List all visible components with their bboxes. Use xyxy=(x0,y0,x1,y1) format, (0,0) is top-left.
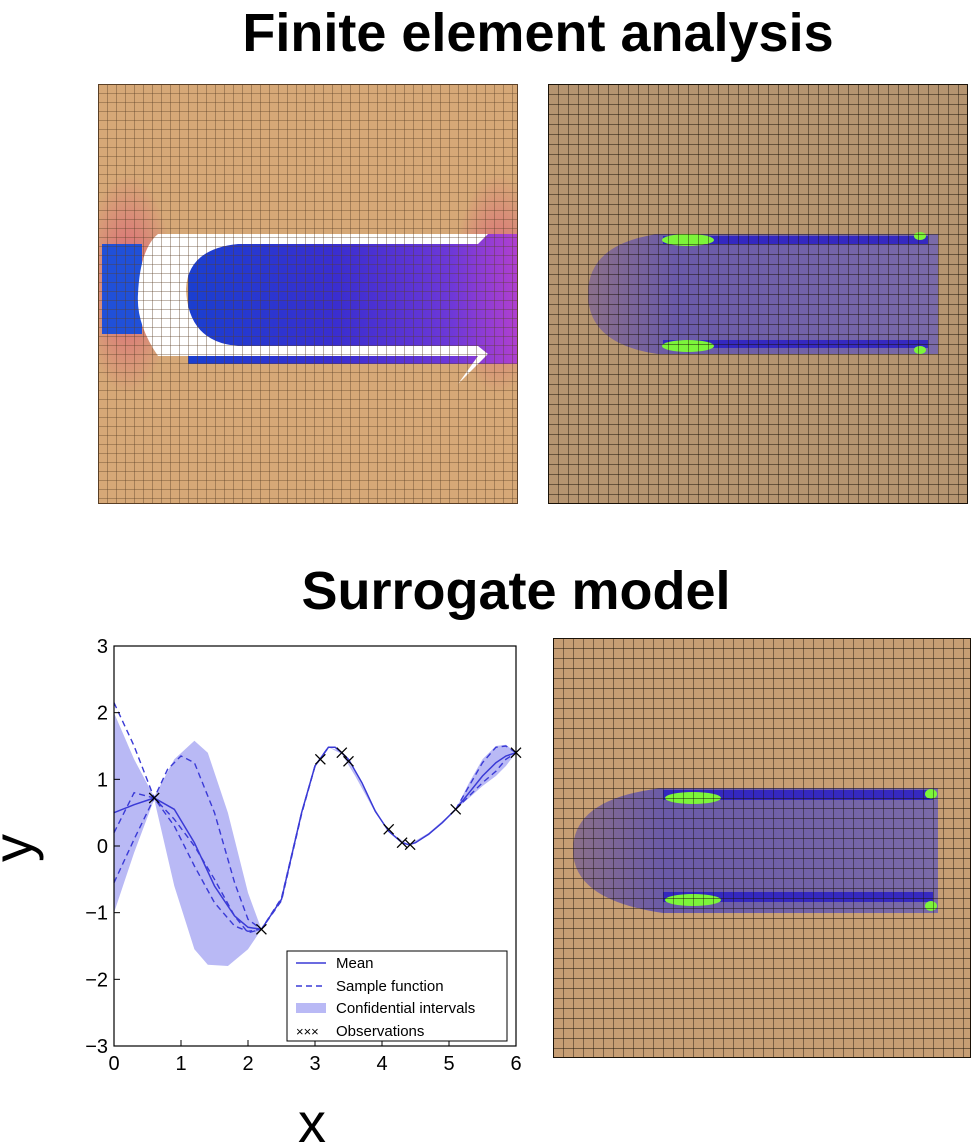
fea-mesh-stress-panel xyxy=(548,84,968,504)
confidence-band-layer xyxy=(114,712,516,966)
legend-band-swatch xyxy=(296,1003,326,1013)
legend-mean-label: Mean xyxy=(336,955,374,972)
sur-right-frame xyxy=(553,638,971,1058)
observation-point xyxy=(148,792,160,804)
fea-left-mesh-overlay xyxy=(98,84,518,504)
y-tick-label: 0 xyxy=(97,836,108,858)
x-tick-label: 5 xyxy=(443,1053,454,1075)
observation-point xyxy=(255,923,267,935)
x-tick-label: 6 xyxy=(510,1053,521,1075)
y-tick-label: −1 xyxy=(85,903,108,925)
fea-left-frame xyxy=(98,84,518,504)
y-ticks: −3 −2 −1 0 1 2 3 xyxy=(85,636,120,1058)
fea-title: Finite element analysis xyxy=(242,3,834,63)
surrogate-mesh-stress-panel xyxy=(553,638,971,1058)
observations-layer xyxy=(148,747,522,935)
fea-mesh-deformed-panel xyxy=(98,84,518,504)
confidence-band xyxy=(114,712,516,966)
observation-point xyxy=(343,755,354,767)
y-tick-label: 3 xyxy=(97,636,108,658)
surrogate-title: Surrogate model xyxy=(301,561,731,621)
sample-function-3 xyxy=(113,791,262,933)
legend-obs-label: Observations xyxy=(336,1023,424,1040)
plot-area xyxy=(113,645,522,1047)
y-tick-label: 1 xyxy=(97,769,108,791)
sample-function-4 xyxy=(455,745,517,810)
x-tick-label: 3 xyxy=(309,1053,320,1075)
observation-point xyxy=(314,753,326,765)
y-tick-label: 2 xyxy=(97,703,108,725)
observation-point xyxy=(383,823,395,835)
sample-function-5 xyxy=(455,752,517,810)
fea-right-mesh-overlay xyxy=(548,84,968,504)
x-tick-label: 1 xyxy=(175,1053,186,1075)
fea-right-frame xyxy=(548,84,968,504)
observation-point xyxy=(404,839,416,851)
legend-band-label: Confidential intervals xyxy=(336,1000,475,1017)
x-axis-label: x xyxy=(298,1091,326,1148)
legend-box xyxy=(286,950,508,1042)
y-tick-label: −2 xyxy=(85,969,108,991)
x-tick-label: 4 xyxy=(376,1053,387,1075)
legend-sample-label: Sample function xyxy=(336,978,444,995)
y-axis-label: y xyxy=(0,834,44,862)
y-tick-label: −3 xyxy=(85,1036,108,1058)
x-tick-label: 2 xyxy=(242,1053,253,1075)
observation-point xyxy=(450,803,462,815)
observation-point xyxy=(396,837,408,849)
x-ticks: 0 1 2 3 4 5 6 xyxy=(108,1040,522,1075)
legend-obs-swatch: ××× xyxy=(296,1024,319,1039)
gp-regression-chart: 0 1 2 3 4 5 6 −3 −2 −1 0 1 2 3 x y Mean Sample funct… xyxy=(0,636,522,1148)
observation-point xyxy=(336,747,348,759)
legend: Mean Sample function Confidential interv… xyxy=(286,950,508,1042)
sur-right-mesh-overlay xyxy=(553,638,971,1058)
x-tick-label: 0 xyxy=(108,1053,119,1075)
